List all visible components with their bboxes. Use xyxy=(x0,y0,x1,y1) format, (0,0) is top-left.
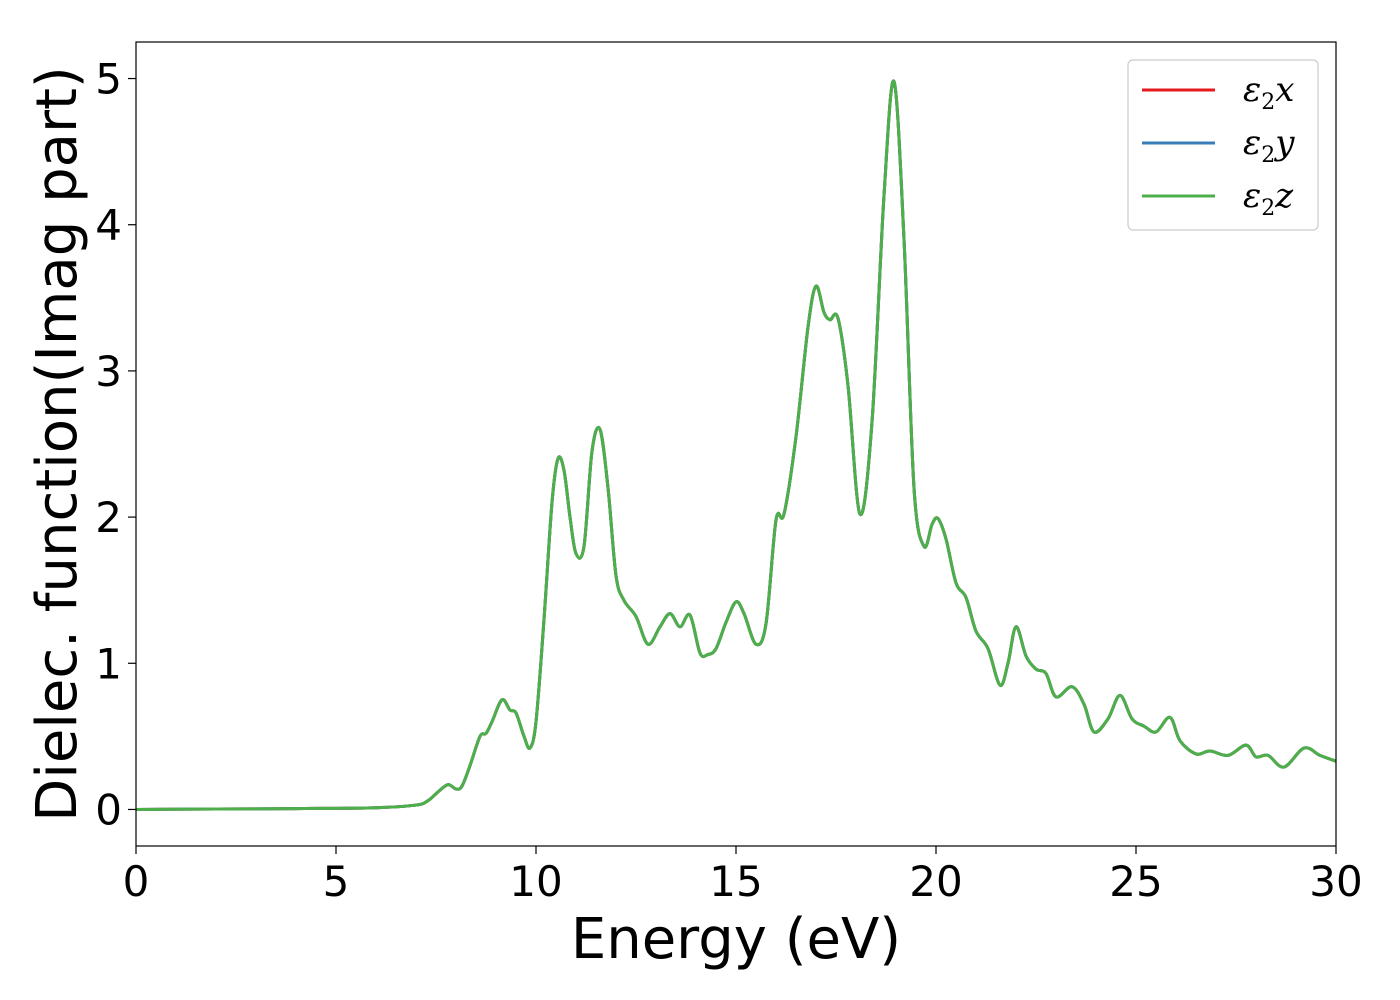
y-tick-label: 3 xyxy=(95,347,122,396)
legend-label-y: ε2y xyxy=(1243,123,1295,168)
x-tick-label: 10 xyxy=(509,857,562,906)
legend-label-z: ε2z xyxy=(1243,176,1294,221)
y-axis-label: Dielec. function(Imag part) xyxy=(25,66,90,822)
x-tick-label: 25 xyxy=(1109,857,1162,906)
legend-box xyxy=(1127,59,1319,231)
x-axis-label: Energy (eV) xyxy=(571,907,901,972)
series-lines xyxy=(135,79,1337,811)
y-tick-label: 2 xyxy=(95,493,122,542)
y-tick-label: 0 xyxy=(95,785,122,834)
x-axis-ticks: 0 5 10 15 20 25 30 xyxy=(123,846,1363,906)
y-tick-label: 1 xyxy=(95,639,122,688)
legend: ε2x ε2y ε2z xyxy=(1127,59,1319,231)
x-tick-label: 0 xyxy=(123,857,150,906)
legend-label-x: ε2x xyxy=(1243,70,1294,115)
y-tick-label: 4 xyxy=(95,201,122,250)
x-tick-label: 5 xyxy=(323,857,350,906)
y-axis-ticks: 0 1 2 3 4 5 xyxy=(95,55,136,834)
x-tick-label: 15 xyxy=(709,857,762,906)
x-tick-label: 20 xyxy=(909,857,962,906)
series-line-z xyxy=(135,79,1337,811)
x-tick-label: 30 xyxy=(1309,857,1362,906)
y-tick-label: 5 xyxy=(95,55,122,104)
